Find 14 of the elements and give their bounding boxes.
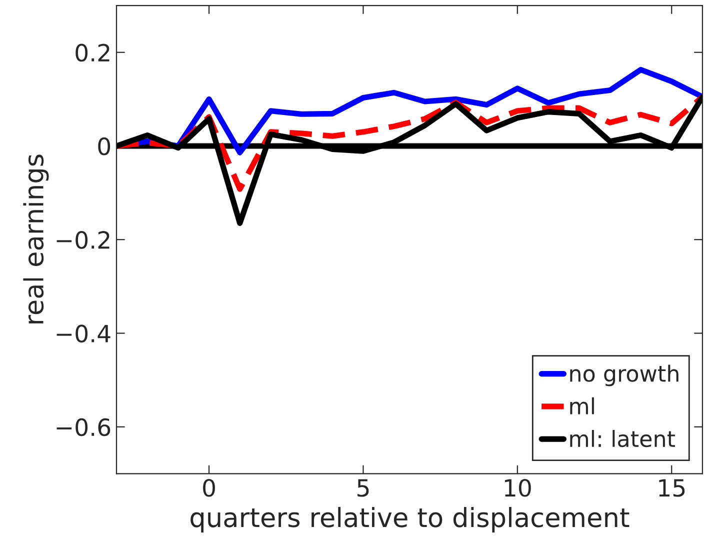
y-tick-label: −0.4 <box>56 324 110 343</box>
x-axis-title: quarters relative to displacement <box>190 506 630 532</box>
x-tick-label: 0 <box>203 478 215 497</box>
x-tick-label: 15 <box>659 479 685 497</box>
legend-label: ml <box>570 397 594 414</box>
legend-label: ml: latent <box>570 430 676 448</box>
legend-label: no growth <box>570 364 678 386</box>
y-tick-label: −0.2 <box>56 231 110 249</box>
y-tick-label: 0.2 <box>76 44 110 62</box>
y-tick-label: 0 <box>98 137 110 156</box>
x-tick-label: 10 <box>504 478 531 497</box>
y-axis-title: real earnings <box>23 154 49 324</box>
x-tick-label: 5 <box>358 479 369 497</box>
y-tick-label: −0.6 <box>56 418 110 436</box>
